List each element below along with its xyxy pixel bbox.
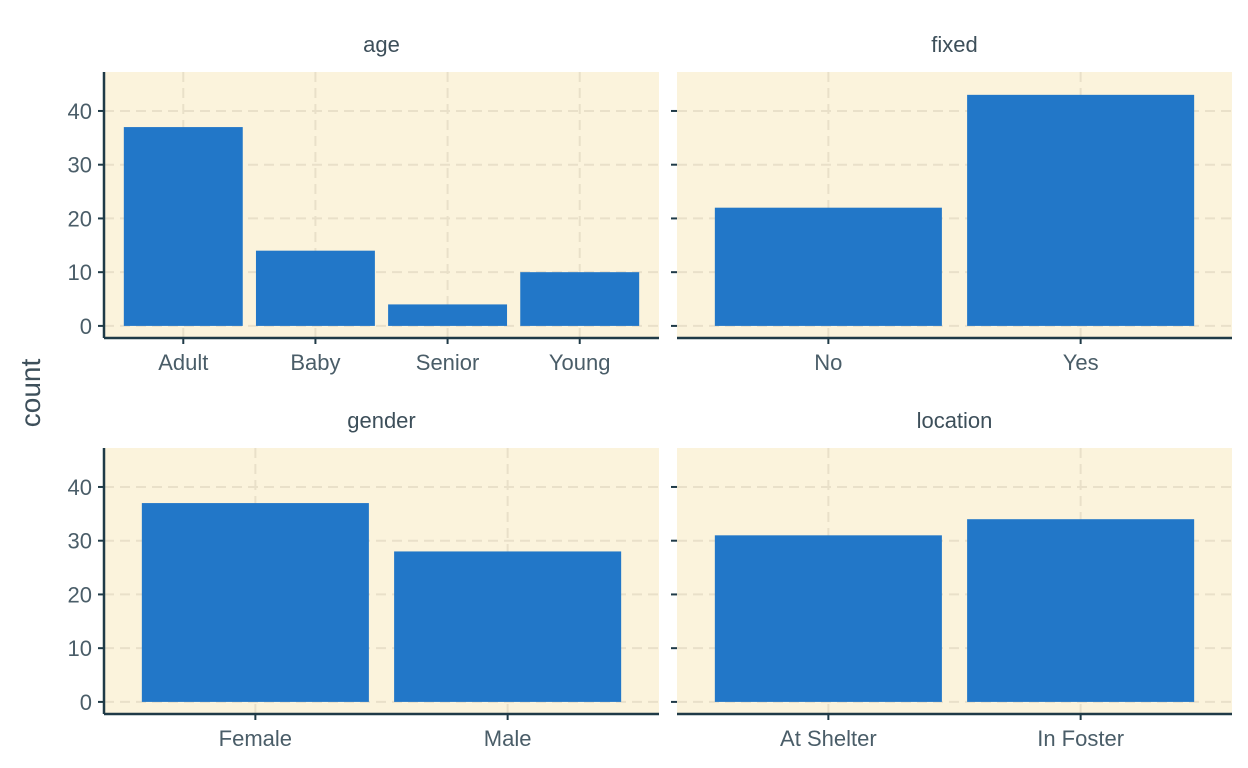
bar-fixed-yes bbox=[967, 94, 1195, 326]
y-tick-label: 40 bbox=[68, 475, 92, 500]
x-tick-label: Female bbox=[219, 726, 292, 751]
facet-panel-location: At Shelter In Foster location bbox=[671, 408, 1232, 751]
bar-gender-female bbox=[141, 503, 369, 702]
bar-age-adult bbox=[123, 127, 243, 326]
y-tick-label: 0 bbox=[80, 690, 92, 715]
bar-location-in-foster bbox=[967, 519, 1195, 702]
y-tick-label: 0 bbox=[80, 314, 92, 339]
x-tick-label: At Shelter bbox=[780, 726, 877, 751]
facet-panel-gender: Female Male 0 10 20 30 40 gender bbox=[68, 408, 659, 751]
y-tick-label: 10 bbox=[68, 260, 92, 285]
x-tick-label: Senior bbox=[416, 350, 480, 375]
x-tick-label: No bbox=[814, 350, 842, 375]
y-tick-label: 30 bbox=[68, 153, 92, 178]
facet-panels: Adult Baby Senior Young 0 10 20 30 40 age No Yes fix… bbox=[68, 32, 1232, 751]
y-axis-label: count bbox=[15, 359, 46, 428]
facet-panel-fixed: No Yes fixed bbox=[671, 32, 1232, 375]
facet-panel-age: Adult Baby Senior Young 0 10 20 30 40 age bbox=[68, 32, 659, 375]
x-tick-label: Yes bbox=[1063, 350, 1099, 375]
bar-fixed-no bbox=[714, 207, 942, 326]
y-tick-label: 20 bbox=[68, 582, 92, 607]
bar-age-baby bbox=[255, 250, 375, 326]
x-tick-label: Male bbox=[484, 726, 532, 751]
x-tick-label: Baby bbox=[290, 350, 340, 375]
x-tick-label: In Foster bbox=[1037, 726, 1124, 751]
x-tick-label: Young bbox=[549, 350, 611, 375]
bar-gender-male bbox=[394, 551, 622, 702]
facet-title-fixed: fixed bbox=[931, 32, 977, 57]
y-tick-label: 40 bbox=[68, 99, 92, 124]
bar-location-at-shelter bbox=[714, 535, 942, 702]
facet-title-location: location bbox=[917, 408, 993, 433]
facet-title-age: age bbox=[363, 32, 400, 57]
bar-age-senior bbox=[388, 304, 508, 326]
y-tick-label: 20 bbox=[68, 206, 92, 231]
bar-age-young bbox=[520, 272, 640, 326]
facet-title-gender: gender bbox=[347, 408, 416, 433]
y-tick-label: 10 bbox=[68, 636, 92, 661]
x-tick-label: Adult bbox=[158, 350, 208, 375]
y-tick-label: 30 bbox=[68, 529, 92, 554]
